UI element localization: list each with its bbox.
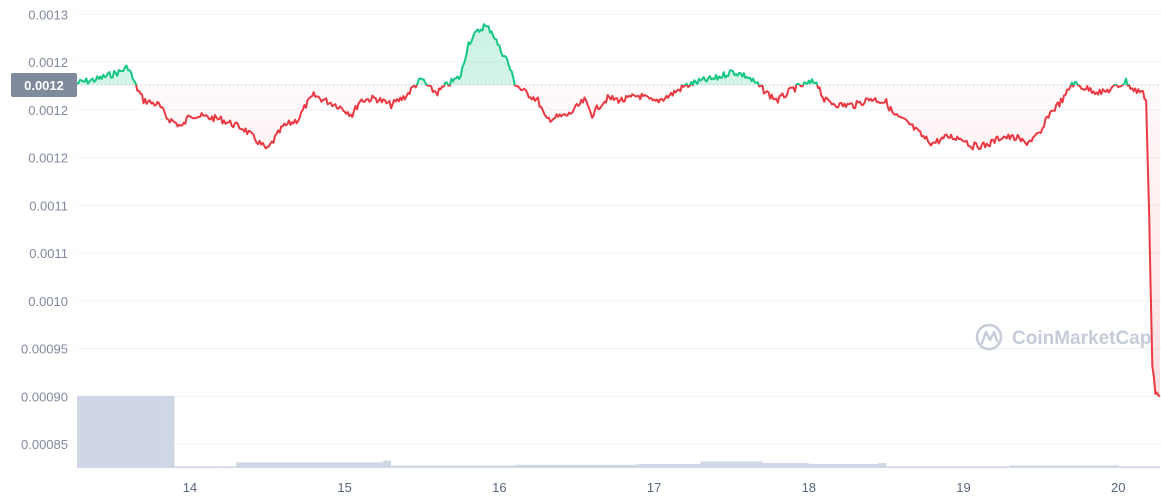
volume-bar: [220, 466, 237, 468]
y-tick-label: 0.00085: [21, 437, 68, 452]
volume-bar: [878, 463, 887, 468]
x-tick-label: 14: [183, 480, 197, 495]
watermark-text: CoinMarketCap: [1012, 328, 1151, 349]
volume-bar: [514, 464, 639, 468]
volume-bar: [499, 465, 515, 468]
volume-bar: [762, 463, 809, 468]
price-line-down: [135, 85, 1161, 398]
y-tick-label: 0.0012: [28, 103, 68, 118]
volume-bars: [77, 395, 1160, 468]
coinmarketcap-watermark: CoinMarketCap: [975, 323, 1151, 351]
volume-bar: [391, 465, 500, 468]
volume-bar: [77, 395, 167, 468]
volume-bar: [638, 463, 701, 468]
volume-bar: [700, 461, 763, 468]
x-tick-label: 17: [647, 480, 661, 495]
area-below-reference: [136, 85, 1160, 397]
x-tick-label: 19: [956, 480, 970, 495]
y-axis-ticks: 0.00085 0.00090 0.00095 0.0010 0.0011 0.0011 0…: [21, 7, 68, 452]
volume-bar: [1009, 465, 1065, 468]
y-tick-label: 0.0012: [28, 55, 68, 70]
y-tick-label: 0.0012: [28, 151, 68, 166]
volume-bar: [360, 462, 384, 468]
y-tick-label: 0.0013: [28, 7, 68, 22]
volume-bar: [808, 463, 879, 468]
price-line: [76, 23, 1161, 398]
volume-bar: [1118, 466, 1160, 468]
volume-bar: [886, 466, 1010, 468]
x-axis-ticks: 14 15 16 17 18 19 20: [183, 480, 1126, 495]
y-tick-label: 0.00090: [21, 389, 68, 404]
volume-bar: [166, 395, 175, 468]
current-price-badge-bg: [11, 73, 77, 98]
y-tick-label: 0.0011: [29, 246, 68, 261]
volume-bar: [236, 462, 361, 468]
y-tick-label: 0.0010: [28, 294, 68, 309]
price-area-fill: [77, 24, 1160, 397]
x-tick-label: 18: [802, 480, 816, 495]
coinmarketcap-logo-icon: [975, 323, 1003, 351]
current-price-badge: 0.0012: [11, 73, 77, 98]
volume-bar: [174, 466, 221, 468]
x-tick-label: 20: [1111, 480, 1125, 495]
volume-bar: [383, 460, 392, 468]
y-tick-label: 0.00095: [21, 342, 68, 357]
x-tick-label: 15: [337, 480, 351, 495]
current-price-label: 0.0012: [24, 78, 64, 93]
volume-bar: [1064, 465, 1119, 468]
gridlines: [77, 13, 1161, 445]
y-tick-label: 0.0011: [29, 198, 68, 213]
x-tick-label: 16: [492, 480, 506, 495]
